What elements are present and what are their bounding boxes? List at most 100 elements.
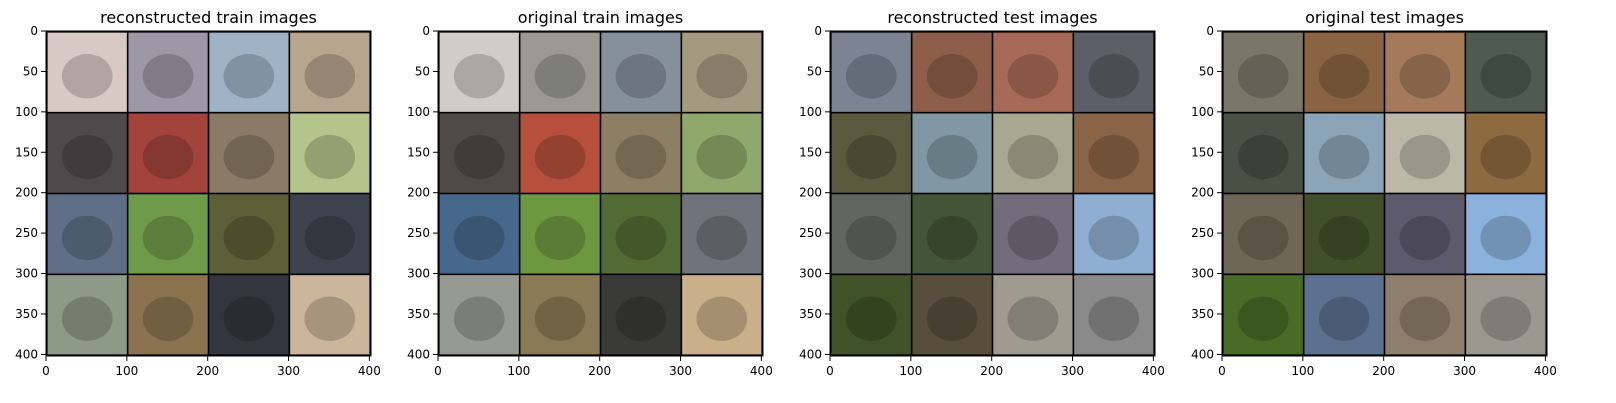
- image-tile-subject: [1088, 296, 1140, 341]
- image-tile-subject: [534, 134, 586, 180]
- image-tile-subject: [1007, 296, 1059, 341]
- y-tick-label: 350: [407, 307, 430, 321]
- image-tile-subject: [926, 134, 978, 180]
- image-tile: [290, 113, 370, 193]
- image-tile: [290, 32, 370, 112]
- image-tile: [993, 113, 1073, 193]
- x-tick-label: 400: [358, 364, 381, 378]
- image-tile: [1304, 32, 1384, 112]
- image-tile: [912, 194, 992, 274]
- image-tile: [601, 32, 681, 112]
- image-tile-subject: [845, 54, 897, 99]
- image-tile-subject: [1088, 134, 1140, 180]
- image-tile: [682, 194, 762, 274]
- x-tick-label: 100: [899, 364, 922, 378]
- image-tile-subject: [615, 54, 667, 99]
- image-tile: [912, 275, 992, 355]
- image-tile: [1304, 275, 1384, 355]
- image-panel-4: original test images 0 100 200 300 400 0 50 100 1…: [1191, 8, 1557, 378]
- image-tile-subject: [142, 134, 194, 180]
- image-tile-subject: [1007, 134, 1059, 180]
- y-tick-label: 50: [415, 64, 430, 78]
- image-tile: [439, 32, 519, 112]
- image-tile: [1074, 113, 1154, 193]
- y-tick-label: 100: [15, 105, 38, 119]
- y-tick-label: 100: [799, 105, 822, 119]
- y-tick-label: 250: [15, 226, 38, 240]
- image-tile: [912, 32, 992, 112]
- image-tile-subject: [453, 296, 505, 341]
- y-tick-label: 150: [407, 145, 430, 159]
- image-tile-subject: [615, 215, 667, 261]
- image-tile: [47, 194, 127, 274]
- image-tile: [1385, 194, 1465, 274]
- image-tile-subject: [304, 215, 356, 261]
- y-tick-label: 50: [807, 64, 822, 78]
- x-tick-label: 400: [750, 364, 773, 378]
- image-tile-subject: [534, 296, 586, 341]
- image-tile-subject: [304, 296, 356, 341]
- image-tile-subject: [845, 134, 897, 180]
- image-tile: [128, 275, 208, 355]
- y-tick-label: 0: [30, 24, 38, 38]
- image-tile: [47, 32, 127, 112]
- image-tile-subject: [926, 54, 978, 99]
- image-tile: [601, 275, 681, 355]
- image-panel-2: original train images 0 100 200 300 400 0 50 100…: [407, 8, 773, 378]
- image-tile: [831, 113, 911, 193]
- image-tile: [993, 275, 1073, 355]
- y-tick-label: 300: [1191, 267, 1214, 281]
- image-tile-subject: [142, 54, 194, 99]
- image-tile: [290, 275, 370, 355]
- image-tile: [209, 113, 289, 193]
- image-tile-subject: [61, 215, 113, 261]
- image-tile-subject: [1480, 215, 1532, 261]
- y-tick-label: 250: [407, 226, 430, 240]
- y-tick-label: 400: [407, 347, 430, 361]
- image-tile: [912, 113, 992, 193]
- image-tile: [209, 32, 289, 112]
- image-tile: [209, 194, 289, 274]
- image-tile: [439, 194, 519, 274]
- x-tick-label: 300: [1061, 364, 1084, 378]
- y-tick-label: 50: [23, 64, 38, 78]
- image-tile: [1223, 194, 1303, 274]
- axes-frame: [45, 30, 372, 357]
- y-tick-label: 300: [799, 267, 822, 281]
- y-tick-label: 250: [799, 226, 822, 240]
- image-tile-subject: [223, 215, 275, 261]
- image-tile-subject: [1088, 215, 1140, 261]
- image-tile-subject: [1480, 134, 1532, 180]
- image-tile-subject: [615, 296, 667, 341]
- image-tile: [128, 113, 208, 193]
- image-tile-subject: [304, 54, 356, 99]
- image-tile: [993, 32, 1073, 112]
- x-tick-label: 200: [980, 364, 1003, 378]
- y-tick-label: 200: [407, 186, 430, 200]
- image-tile-subject: [61, 54, 113, 99]
- image-tile: [1223, 32, 1303, 112]
- image-panel-1: reconstructed train images 0 100 200 300 400 0…: [15, 8, 381, 378]
- y-tick-label: 300: [407, 267, 430, 281]
- y-tick-label: 200: [1191, 186, 1214, 200]
- x-tick-label: 100: [115, 364, 138, 378]
- panel-title: reconstructed test images: [887, 8, 1097, 27]
- image-tile: [209, 275, 289, 355]
- y-tick-label: 300: [15, 267, 38, 281]
- image-tile: [1466, 275, 1546, 355]
- y-tick-label: 0: [1206, 24, 1214, 38]
- image-tile: [1385, 113, 1465, 193]
- image-tile: [601, 113, 681, 193]
- x-tick-label: 200: [588, 364, 611, 378]
- image-tile-subject: [1318, 215, 1370, 261]
- image-tile: [1304, 113, 1384, 193]
- y-tick-label: 400: [799, 347, 822, 361]
- y-tick-label: 150: [799, 145, 822, 159]
- x-tick-label: 100: [1291, 364, 1314, 378]
- y-tick-label: 350: [1191, 307, 1214, 321]
- image-tile-subject: [845, 296, 897, 341]
- image-tile-subject: [696, 215, 748, 261]
- image-tile-subject: [1237, 215, 1289, 261]
- image-tile-subject: [615, 134, 667, 180]
